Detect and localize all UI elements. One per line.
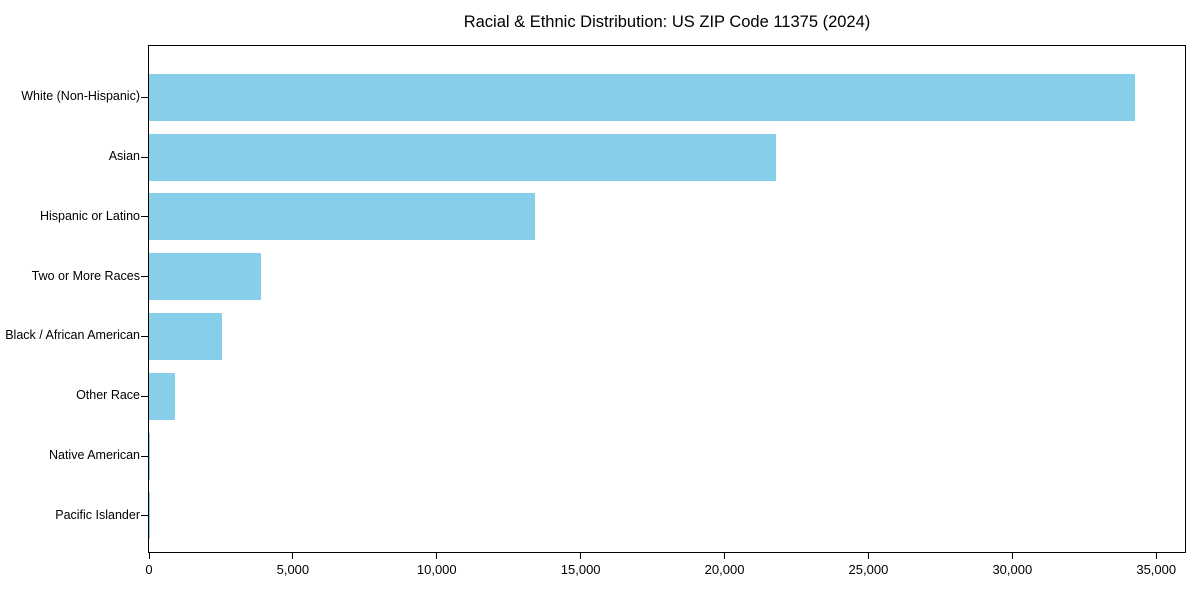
bar-pacific-islander [149, 492, 150, 540]
x-tick-mark [1155, 553, 1157, 559]
chart-title: Racial & Ethnic Distribution: US ZIP Cod… [463, 13, 871, 31]
x-tick-mark [1011, 553, 1013, 559]
bar-white-non-hispanic [149, 73, 1135, 121]
bar-hispanic-or-latino [149, 193, 535, 241]
x-axis-tick-label: 15,000 [560, 562, 601, 577]
x-tick-mark [148, 553, 150, 559]
x-axis-tick-label: 10,000 [416, 562, 457, 577]
bar-other-race [149, 372, 176, 420]
plot-area [141, 45, 1186, 559]
bar-black-african-american [149, 312, 223, 360]
bar-native-american [149, 432, 151, 480]
y-axis-label: Native American [48, 448, 140, 462]
y-axis-label: Two or More Races [31, 268, 140, 283]
x-tick-mark [867, 553, 869, 559]
x-axis-tick-label: 30,000 [992, 562, 1033, 577]
y-tick-mark [141, 276, 148, 278]
y-tick-mark [141, 96, 148, 98]
y-axis-label: Asian [108, 149, 140, 163]
x-axis-tick-label: 25,000 [848, 562, 889, 577]
x-tick-mark [724, 553, 726, 559]
y-tick-mark [141, 156, 148, 158]
y-axis-label: Other Race [76, 388, 140, 403]
x-axis-tick-label: 35,000 [1136, 562, 1177, 577]
y-tick-mark [141, 515, 148, 517]
y-axis-label: Hispanic or Latino [39, 208, 140, 223]
y-axis-label: White (Non-Hispanic) [21, 89, 140, 104]
x-axis-tick-label: 0 [145, 562, 153, 577]
y-tick-mark [141, 335, 148, 337]
x-tick-mark [580, 553, 582, 559]
y-axis-label: Black / African American [5, 328, 140, 343]
y-tick-mark [141, 455, 148, 457]
x-tick-mark [292, 553, 294, 559]
y-tick-mark [141, 216, 148, 218]
bar-two-or-more-races [149, 253, 262, 301]
x-tick-mark [436, 553, 438, 559]
x-axis-tick-label: 20,000 [704, 562, 745, 577]
x-axis-tick-label: 5,000 [276, 562, 310, 577]
bar-asian [149, 133, 777, 181]
y-tick-mark [141, 395, 148, 397]
y-axis-label: Pacific Islander [55, 507, 140, 522]
